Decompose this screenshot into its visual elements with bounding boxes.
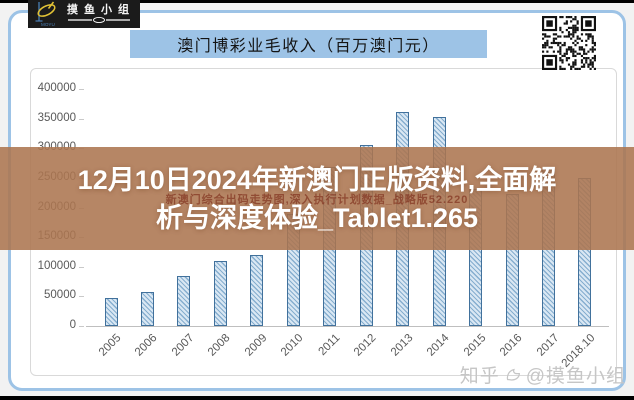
y-axis-label: 400000 [37,82,76,94]
x-axis-label: 2006 [133,332,160,359]
fish-axis-logo-icon: MOYU [35,1,56,27]
x-axis-label: 2007 [169,332,197,359]
y-axis-tick [79,296,84,298]
y-axis-tick [79,118,84,120]
x-axis-label: 2013 [388,332,416,359]
overlay-headline-line1: 12月10日2024年新澳门正版资料,全面解 [77,164,557,195]
logo-text: 摸鱼小组 [62,4,135,24]
logo-underline-fish-icon [67,16,130,23]
bar-2009 [250,254,264,326]
bar-2007 [177,276,191,326]
y-axis-tick [79,266,84,268]
y-axis-label: 50000 [44,289,76,302]
bottom-black-strip [0,396,634,400]
y-axis-label: 0 [69,319,76,331]
swan-icon [506,368,520,381]
x-axis-label: 2014 [425,332,452,359]
bar-2008 [213,260,227,326]
x-axis-label: 2011 [316,332,343,358]
x-axis-line [86,326,609,327]
overlay-hidden-subtext: 新澳门综合出码走势图,深入执行计划数据_战略版52.220 [165,194,469,206]
x-axis-label: 2017 [534,332,562,359]
x-axis-label: 2012 [352,332,379,359]
bar-2005 [104,298,118,326]
logo-brand-characters: 摸鱼小组 [67,3,135,16]
brand-logo: MOYU 摸鱼小组 [28,0,140,28]
x-axis-label: 2008 [206,332,233,359]
x-axis-label: 2005 [96,332,124,359]
promo-overlay-band: 新澳门综合出码走势图,深入执行计划数据_战略版52.220 12月10日2024… [0,147,634,250]
x-axis-label: 2015 [461,332,489,359]
y-axis-label: 350000 [37,111,76,124]
qr-code [542,16,596,70]
overlay-headline-line2: 析与深度体验_Tablet1.265 [155,202,479,233]
x-axis-label: 2009 [242,332,270,359]
y-axis-label: 100000 [37,259,76,272]
watermark-handle: @摸鱼小组 [525,366,626,387]
y-axis-tick [79,326,84,327]
x-axis-label: 2010 [279,332,306,359]
bar-2006 [140,291,154,326]
top-black-strip [0,0,634,3]
y-axis-tick [79,89,84,90]
zhihu-watermark: 知乎 @摸鱼小组 [460,361,626,388]
watermark-prefix: 知乎 [459,366,500,387]
chart-title-bar: 澳门博彩业毛收入（百万澳门元） [130,30,487,58]
logo-sub-label: MOYU [41,22,55,27]
chart-title: 澳门博彩业毛收入（百万澳门元） [177,38,440,55]
x-axis-label: 2016 [497,332,525,359]
